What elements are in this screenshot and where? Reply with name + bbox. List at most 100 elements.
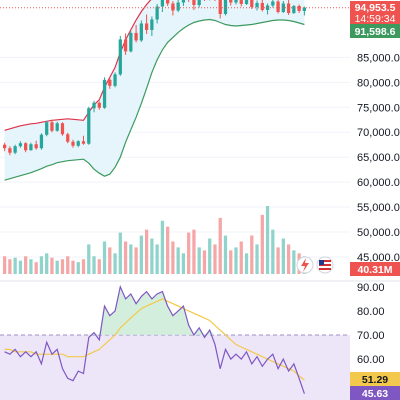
rsi-pane[interactable] [0, 280, 400, 400]
candle[interactable] [181, 0, 186, 6]
volume-bar[interactable] [29, 259, 33, 274]
candle[interactable] [281, 0, 285, 13]
volume-bar[interactable] [60, 259, 65, 274]
volume-bar[interactable] [66, 256, 70, 274]
candle[interactable] [18, 141, 23, 148]
candlestick-series[interactable] [0, 0, 350, 156]
volume-bar[interactable] [34, 262, 38, 274]
volume-bar[interactable] [55, 260, 59, 274]
volume-bar[interactable] [234, 247, 238, 274]
candle[interactable] [24, 142, 28, 153]
volume-bar[interactable] [286, 244, 291, 274]
candle[interactable] [218, 0, 222, 19]
candle[interactable] [92, 100, 96, 113]
candle[interactable] [255, 0, 259, 11]
volume-bar[interactable] [71, 260, 75, 274]
candle[interactable] [155, 3, 159, 24]
candle[interactable] [176, 0, 180, 12]
candle[interactable] [160, 0, 165, 12]
volume-bar[interactable] [97, 259, 101, 274]
candle[interactable] [87, 106, 91, 145]
candle[interactable] [118, 35, 122, 76]
volume-bar[interactable] [250, 235, 254, 274]
volume-bar[interactable] [213, 244, 217, 274]
volume-bar[interactable] [260, 214, 264, 274]
volume-bar[interactable] [45, 253, 49, 274]
candle[interactable] [13, 144, 17, 155]
candle[interactable] [150, 16, 154, 36]
volume-bar[interactable] [108, 247, 112, 274]
volume-bar[interactable] [24, 256, 28, 274]
candle[interactable] [97, 101, 101, 110]
candle[interactable] [276, 0, 280, 14]
candle[interactable] [55, 121, 59, 132]
volume-bar[interactable] [129, 244, 133, 274]
volume-bar[interactable] [271, 229, 275, 274]
volume-bar[interactable] [255, 244, 259, 274]
volume-bar[interactable] [239, 241, 243, 274]
volume-bar[interactable] [244, 253, 249, 274]
volume-bar[interactable] [150, 238, 154, 274]
volume-bar[interactable] [81, 259, 86, 274]
candle[interactable] [234, 0, 238, 5]
volume-bar[interactable] [18, 260, 23, 274]
volume-bar[interactable] [92, 256, 96, 274]
us-flag-icon[interactable] [316, 256, 334, 274]
candle[interactable] [50, 119, 54, 133]
volume-bar[interactable] [197, 247, 201, 274]
volume-bar[interactable] [171, 241, 175, 274]
volume-bar[interactable] [118, 232, 122, 274]
candle[interactable] [239, 0, 243, 7]
candle[interactable] [123, 33, 128, 55]
volume-bar[interactable] [176, 247, 180, 274]
volume-bars[interactable] [2, 206, 307, 274]
volume-bar[interactable] [187, 232, 191, 274]
candle[interactable] [71, 139, 75, 148]
volume-bar[interactable] [123, 241, 128, 274]
volume-bar[interactable] [192, 229, 196, 274]
candle[interactable] [244, 0, 249, 5]
volume-bar[interactable] [218, 217, 222, 274]
candle[interactable] [171, 0, 175, 16]
candle[interactable] [129, 31, 133, 53]
candle[interactable] [166, 0, 170, 6]
candle[interactable] [102, 77, 107, 109]
candle[interactable] [197, 0, 201, 8]
volume-bar[interactable] [181, 253, 186, 274]
volume-bar[interactable] [8, 259, 12, 274]
candle[interactable] [34, 140, 38, 150]
volume-bar[interactable] [2, 256, 7, 274]
rsi-axis[interactable]: 90.00 80.00 70.00 60.00 [357, 282, 385, 366]
volume-bar[interactable] [13, 257, 17, 274]
volume-bar[interactable] [208, 238, 212, 274]
volume-bar[interactable] [292, 250, 296, 274]
volume-bar[interactable] [50, 257, 54, 274]
volume-bar[interactable] [160, 220, 165, 274]
candle[interactable] [76, 140, 80, 148]
volume-bar[interactable] [229, 250, 233, 274]
candle[interactable] [229, 0, 233, 6]
candle[interactable] [139, 20, 143, 42]
candle[interactable] [45, 120, 49, 137]
volume-bar[interactable] [223, 235, 228, 274]
candle[interactable] [192, 0, 196, 10]
candle[interactable] [271, 0, 275, 8]
candle[interactable] [260, 0, 264, 12]
candle[interactable] [81, 135, 86, 145]
volume-bar[interactable] [134, 247, 138, 274]
lightning-icon[interactable] [296, 256, 314, 274]
candle[interactable] [297, 4, 301, 13]
candle[interactable] [113, 72, 117, 88]
volume-bar[interactable] [102, 241, 107, 274]
candle[interactable] [66, 132, 70, 144]
candle[interactable] [2, 142, 7, 152]
candle[interactable] [29, 142, 33, 151]
candle[interactable] [60, 122, 65, 136]
volume-bar[interactable] [265, 206, 270, 274]
volume-bar[interactable] [76, 262, 80, 274]
candle[interactable] [302, 6, 307, 16]
candle[interactable] [286, 0, 291, 15]
volume-bar[interactable] [113, 253, 117, 274]
